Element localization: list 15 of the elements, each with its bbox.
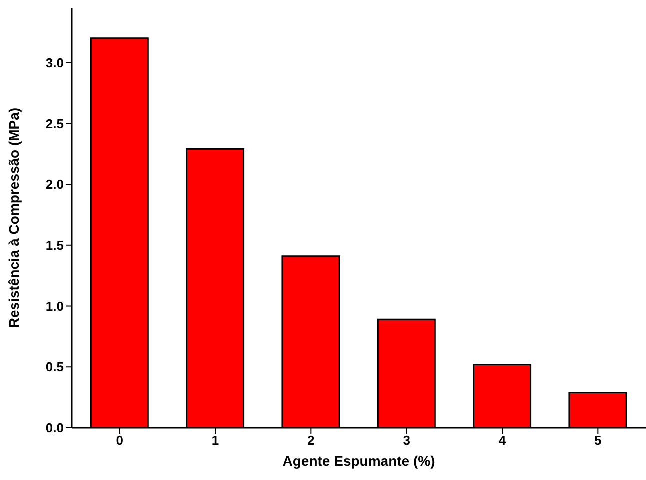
y-tick-label: 2.5 — [46, 116, 64, 132]
y-tick-label: 0.5 — [46, 360, 64, 375]
y-tick-label: 0.0 — [46, 420, 64, 436]
x-axis-title: Agente Espumante (%) — [282, 453, 436, 469]
x-tick-label: 0 — [116, 433, 124, 448]
y-tick-label: 2.0 — [46, 177, 64, 192]
x-tick-label: 3 — [403, 433, 410, 448]
x-tick-label: 5 — [594, 433, 602, 448]
y-tick-label: 3.0 — [46, 55, 64, 70]
y-tick-label: 1.0 — [46, 298, 64, 314]
x-tick-label: 4 — [498, 433, 507, 448]
x-tick-label: 2 — [308, 433, 315, 448]
x-tick-label: 1 — [212, 433, 220, 448]
y-axis-title: Resistência à Compressão (MPa) — [6, 108, 22, 328]
y-tick-label: 1.5 — [46, 238, 64, 254]
